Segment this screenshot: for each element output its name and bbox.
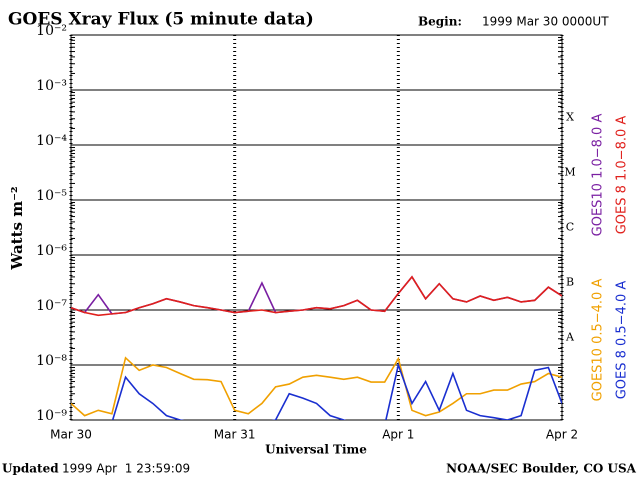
y-tick-label: 10⁻⁶ — [36, 243, 67, 259]
y-tick-label: 10⁻³ — [36, 78, 67, 94]
series-line — [71, 275, 562, 317]
y-tick-label: 10⁻⁵ — [36, 188, 67, 204]
x-tick-label: Mar 31 — [214, 428, 256, 442]
legend-entry: GOES10 1.0−8.0 A — [591, 114, 606, 237]
y-axis-label: Watts m⁻² — [8, 186, 26, 270]
y-tick-label: 10⁻⁹ — [36, 408, 67, 424]
class-label: M — [564, 166, 575, 179]
class-label: C — [566, 221, 574, 234]
legend-entry: GOES 8 1.0−8.0 A — [615, 116, 630, 235]
x-tick-label: Apr 2 — [546, 428, 578, 442]
y-tick-label: 10⁻⁷ — [36, 298, 67, 314]
y-tick-label: 10⁻² — [36, 23, 67, 39]
series-line — [111, 362, 562, 420]
class-label: A — [565, 331, 575, 344]
class-label: X — [566, 111, 574, 124]
updated-label: Updated — [2, 462, 59, 476]
chart-title: GOES Xray Flux (5 minute data) — [8, 10, 314, 30]
legend-entry: GOES 8 0.5−4.0 A — [615, 281, 630, 400]
y-tick-label: 10⁻⁸ — [36, 353, 67, 369]
begin-value: 1999 Mar 30 0000UT — [482, 15, 609, 29]
x-tick-label: Apr 1 — [382, 428, 414, 442]
series-line — [71, 356, 562, 417]
x-tick-label: Mar 30 — [50, 428, 92, 442]
begin-label: Begin: — [418, 15, 462, 29]
y-tick-label: 10⁻⁴ — [36, 133, 67, 149]
x-axis-label: Universal Time — [265, 443, 367, 457]
plot-lines — [71, 275, 562, 420]
class-label: B — [566, 276, 574, 289]
legend-entry: GOES10 0.5−4.0 A — [591, 279, 606, 402]
credit: NOAA/SEC Boulder, CO USA — [446, 462, 637, 476]
updated-value: 1999 Apr 1 23:59:09 — [62, 462, 190, 476]
